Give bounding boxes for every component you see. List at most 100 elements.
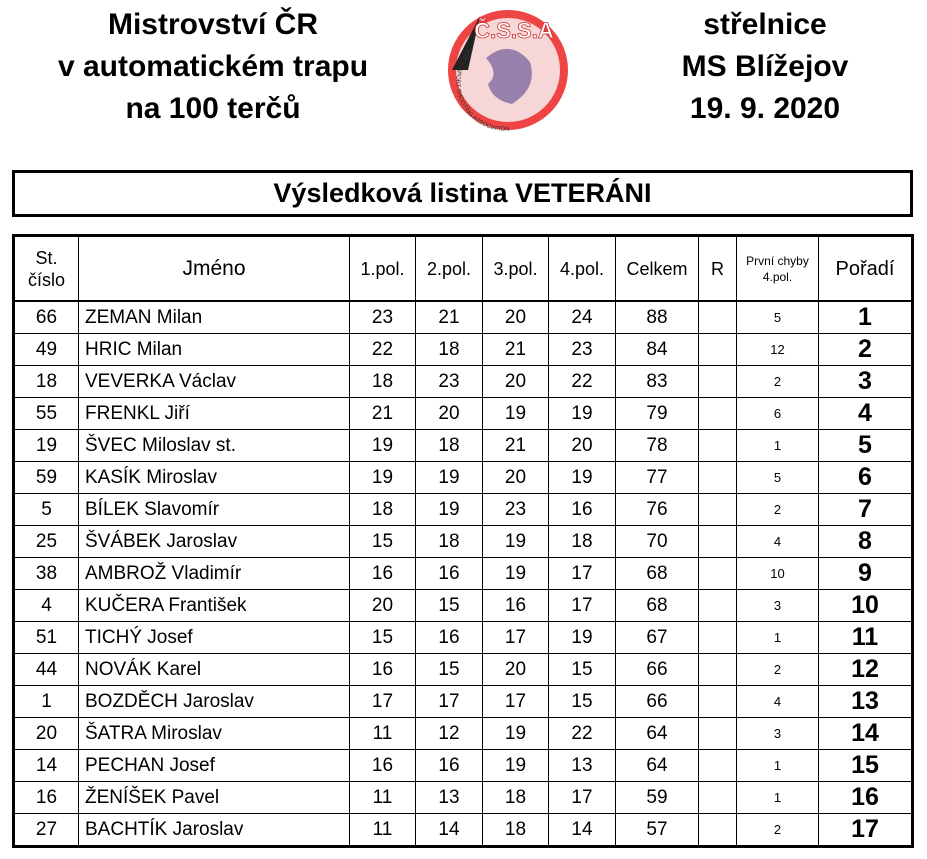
rank: 15: [818, 749, 913, 782]
first-errors: 4: [736, 525, 819, 558]
total-score: 70: [615, 525, 699, 558]
first-errors: 12: [736, 333, 819, 366]
rank: 10: [818, 589, 913, 622]
shooter-name: AMBROŽ Vladimír: [78, 557, 350, 590]
rank: 2: [818, 333, 913, 366]
total-score: 79: [615, 397, 699, 430]
round-score: 17: [548, 557, 616, 590]
logo: Č.S.S.A CZECH SPORT SHOOTING ASSOCIATION: [448, 10, 568, 132]
shooter-name: TICHÝ Josef: [78, 621, 350, 654]
round-score: 17: [349, 685, 416, 718]
r-cell: [698, 365, 737, 398]
total-score: 59: [615, 781, 699, 814]
total-score: 84: [615, 333, 699, 366]
event-title: Mistrovství ČR v automatickém trapu na 1…: [33, 4, 393, 130]
column-header: Pořadí: [818, 235, 913, 302]
first-errors: 1: [736, 781, 819, 814]
result-row: 1 BOZDĚCH Jaroslav 17 17 17 15 66 4 13: [13, 685, 913, 718]
round-score: 17: [548, 589, 616, 622]
round-score: 18: [415, 429, 483, 462]
start-number: 25: [13, 525, 79, 558]
round-score: 16: [349, 749, 416, 782]
round-score: 14: [415, 813, 483, 847]
total-score: 57: [615, 813, 699, 847]
round-score: 11: [349, 813, 416, 847]
round-score: 14: [548, 813, 616, 847]
result-row: 4 KUČERA František 20 15 16 17 68 3 10: [13, 589, 913, 622]
round-score: 21: [349, 397, 416, 430]
header-line: St.: [35, 247, 58, 268]
round-score: 23: [349, 300, 416, 334]
round-score: 15: [415, 589, 483, 622]
rank: 9: [818, 557, 913, 590]
round-score: 18: [349, 365, 416, 398]
first-errors: 5: [736, 461, 819, 494]
total-score: 83: [615, 365, 699, 398]
result-row: 27 BACHTÍK Jaroslav 11 14 18 14 57 2 17: [13, 813, 913, 847]
round-score: 18: [482, 813, 549, 847]
event-line: Mistrovství ČR: [107, 8, 319, 41]
first-errors: 1: [736, 621, 819, 654]
round-score: 24: [548, 300, 616, 334]
rank: 8: [818, 525, 913, 558]
result-row: 19 ŠVEC Miloslav st. 19 18 21 20 78 1 5: [13, 429, 913, 462]
header-line: 4.pol.: [762, 269, 793, 284]
total-score: 67: [615, 621, 699, 654]
column-header: 3.pol.: [482, 235, 549, 302]
r-cell: [698, 525, 737, 558]
round-score: 16: [349, 557, 416, 590]
round-score: 19: [415, 461, 483, 494]
shooter-name: ŽENÍŠEK Pavel: [78, 781, 350, 814]
shooter-name: PECHAN Josef: [78, 749, 350, 782]
results-table: St. číslo Jméno 1.pol. 2.pol. 3.pol. 4.pol. Cel…: [12, 234, 914, 848]
round-score: 18: [349, 493, 416, 526]
header-row: St. číslo Jméno 1.pol. 2.pol. 3.pol. 4.pol. Cel…: [13, 235, 913, 302]
r-cell: [698, 749, 737, 782]
round-score: 20: [482, 300, 549, 334]
column-header: První chyby 4.pol.: [736, 235, 819, 302]
total-score: 77: [615, 461, 699, 494]
r-cell: [698, 397, 737, 430]
rank: 13: [818, 685, 913, 718]
round-score: 19: [482, 525, 549, 558]
shooter-name: ŠVÁBEK Jaroslav: [78, 525, 350, 558]
round-score: 13: [548, 749, 616, 782]
rank: 14: [818, 717, 913, 750]
round-score: 19: [548, 461, 616, 494]
rank: 1: [818, 300, 913, 334]
round-score: 17: [482, 621, 549, 654]
column-header: R: [698, 235, 737, 302]
column-header: 4.pol.: [548, 235, 616, 302]
start-number: 14: [13, 749, 79, 782]
round-score: 11: [349, 717, 416, 750]
first-errors: 2: [736, 653, 819, 686]
venue-line: střelnice: [703, 8, 827, 41]
shooter-name: FRENKL Jiří: [78, 397, 350, 430]
results-title: Výsledková listina VETERÁNI: [12, 170, 913, 217]
round-score: 20: [415, 397, 483, 430]
venue-line: MS Blížejov: [681, 50, 849, 83]
round-score: 19: [548, 397, 616, 430]
first-errors: 2: [736, 493, 819, 526]
first-errors: 2: [736, 365, 819, 398]
round-score: 18: [415, 333, 483, 366]
first-errors: 3: [736, 717, 819, 750]
header-line: První chyby: [746, 253, 809, 268]
result-row: 20 ŠATRA Miroslav 11 12 19 22 64 3 14: [13, 717, 913, 750]
logo-lion: [486, 48, 532, 104]
round-score: 17: [415, 685, 483, 718]
total-score: 66: [615, 653, 699, 686]
first-errors: 1: [736, 749, 819, 782]
result-row: 66 ZEMAN Milan 23 21 20 24 88 5 1: [13, 300, 913, 334]
rank: 7: [818, 493, 913, 526]
round-score: 19: [482, 557, 549, 590]
result-row: 38 AMBROŽ Vladimír 16 16 19 17 68 10 9: [13, 557, 913, 590]
round-score: 15: [548, 653, 616, 686]
shooter-name: NOVÁK Karel: [78, 653, 350, 686]
first-errors: 1: [736, 429, 819, 462]
round-score: 18: [415, 525, 483, 558]
total-score: 64: [615, 749, 699, 782]
first-errors: 6: [736, 397, 819, 430]
total-score: 76: [615, 493, 699, 526]
round-score: 20: [349, 589, 416, 622]
